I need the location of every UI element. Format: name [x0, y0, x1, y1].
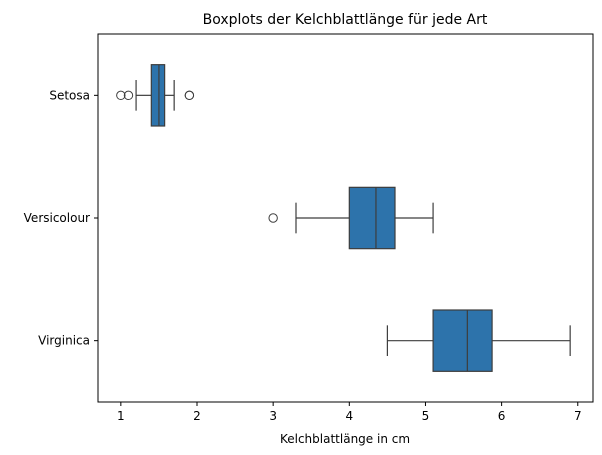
x-tick-label-3: 3: [269, 409, 277, 423]
x-tick-label-2: 2: [193, 409, 201, 423]
axes: 1 2 3 4 5 6 7 Setosa Versicolour Virginica: [24, 33, 594, 423]
box-setosa: [150, 64, 166, 127]
x-tick-label-5: 5: [422, 409, 430, 423]
box-virginica: [432, 309, 493, 372]
plot-area: [116, 64, 571, 372]
box-versicolour: [348, 186, 396, 250]
y-tick-label-virginica: Virginica: [38, 334, 90, 348]
x-tick-label-1: 1: [117, 409, 125, 423]
chart-title: Boxplots der Kelchblattlänge für jede Ar…: [203, 12, 488, 28]
y-tick-label-versicolour: Versicolour: [24, 211, 90, 225]
y-tick-label-setosa: Setosa: [49, 88, 90, 102]
x-tick-label-7: 7: [574, 409, 582, 423]
outlier-setosa-0: [116, 90, 126, 101]
x-tick-label-6: 6: [498, 409, 506, 423]
outlier-setosa-1: [123, 90, 134, 101]
x-tick-label-4: 4: [345, 409, 353, 423]
outlier-versicolour-0: [268, 213, 278, 223]
x-axis-label: Kelchblattlänge in cm: [280, 432, 410, 446]
outlier-setosa-3: [184, 90, 195, 101]
